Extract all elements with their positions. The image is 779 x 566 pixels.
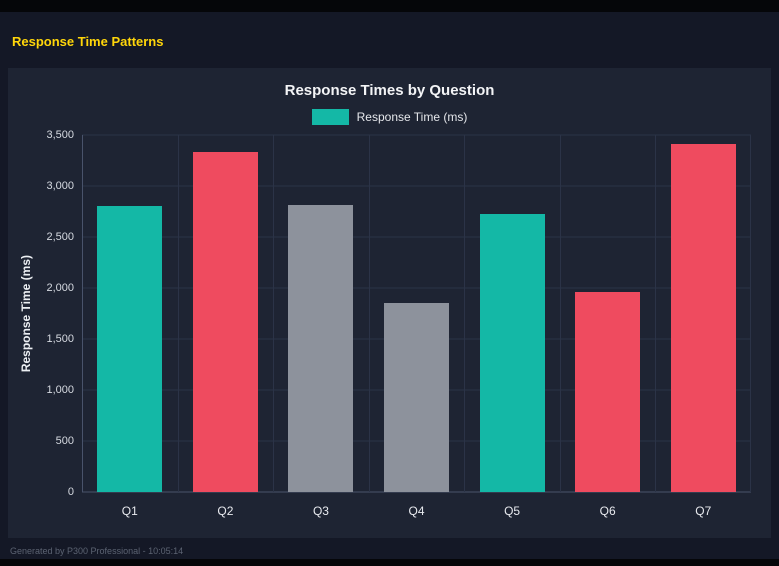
x-tick-label: Q6 xyxy=(599,504,616,518)
y-tick-label: 2,500 xyxy=(46,231,74,243)
footer-text: Generated by P300 Professional - 10:05:1… xyxy=(10,546,184,556)
x-tick-label: Q7 xyxy=(695,504,712,518)
y-axis-title-wrap: Response Time (ms) xyxy=(16,135,36,492)
y-tick-label: 0 xyxy=(67,486,74,498)
v-gridline xyxy=(655,135,657,492)
plot-wrap: Q1 Q2 Q3 Q4 Q5 Q6 Q7 xyxy=(82,134,751,526)
h-gridline xyxy=(82,134,751,136)
y-tick-label: 500 xyxy=(55,435,74,447)
x-axis-ticks: Q1 Q2 Q3 Q4 Q5 Q6 Q7 xyxy=(82,492,751,526)
v-gridline xyxy=(177,135,179,492)
y-axis-title: Response Time (ms) xyxy=(19,254,33,373)
v-gridline xyxy=(273,135,275,492)
h-gridline xyxy=(82,287,751,289)
bar-slot xyxy=(273,135,369,492)
chart-body: Response Time (ms) 0 500 1,000 1,500 2,000 2,… xyxy=(8,129,771,526)
bar-q2 xyxy=(192,152,258,492)
legend-swatch xyxy=(311,109,349,125)
v-gridline xyxy=(82,135,83,492)
x-tick-label: Q2 xyxy=(217,504,234,518)
h-gridline xyxy=(82,491,751,493)
window-top-strip xyxy=(0,0,779,12)
h-gridline xyxy=(82,185,751,187)
h-gridline xyxy=(82,236,751,238)
bar-q4 xyxy=(384,303,450,492)
y-axis-ticks: 0 500 1,000 1,500 2,000 2,500 3,000 3,500 xyxy=(36,129,82,498)
bar-q7 xyxy=(670,144,736,492)
v-gridline xyxy=(750,135,751,492)
bar-slot xyxy=(655,135,751,492)
x-tick-label: Q5 xyxy=(504,504,521,518)
bar-slot xyxy=(178,135,274,492)
bars-layer xyxy=(82,135,751,492)
v-gridline xyxy=(559,135,561,492)
v-gridline xyxy=(464,135,466,492)
v-gridline xyxy=(368,135,370,492)
page-title: Response Time Patterns xyxy=(12,34,164,49)
x-tick-label: Q1 xyxy=(121,504,138,518)
chart-panel: Response Times by Question Response Time… xyxy=(8,68,771,538)
plot-area xyxy=(82,134,751,493)
bar-q3 xyxy=(288,205,354,492)
bar-q6 xyxy=(575,292,641,492)
bar-slot xyxy=(369,135,465,492)
chart-title: Response Times by Question xyxy=(284,82,495,99)
y-tick-label: 1,000 xyxy=(46,384,74,396)
window-bottom-strip xyxy=(0,559,779,566)
x-tick-label: Q4 xyxy=(408,504,425,518)
legend-label: Response Time (ms) xyxy=(356,110,468,124)
y-tick-label: 3,000 xyxy=(46,180,74,192)
chart-legend-item[interactable]: Response Time (ms) xyxy=(8,109,771,125)
y-tick-label: 2,000 xyxy=(46,282,74,294)
bar-slot xyxy=(560,135,656,492)
bar-q1 xyxy=(97,206,163,492)
y-tick-label: 1,500 xyxy=(46,333,74,345)
bar-slot xyxy=(464,135,560,492)
x-tick-label: Q3 xyxy=(312,504,329,518)
bar-q5 xyxy=(479,213,545,492)
y-tick-label: 3,500 xyxy=(46,129,74,141)
bar-slot xyxy=(82,135,178,492)
